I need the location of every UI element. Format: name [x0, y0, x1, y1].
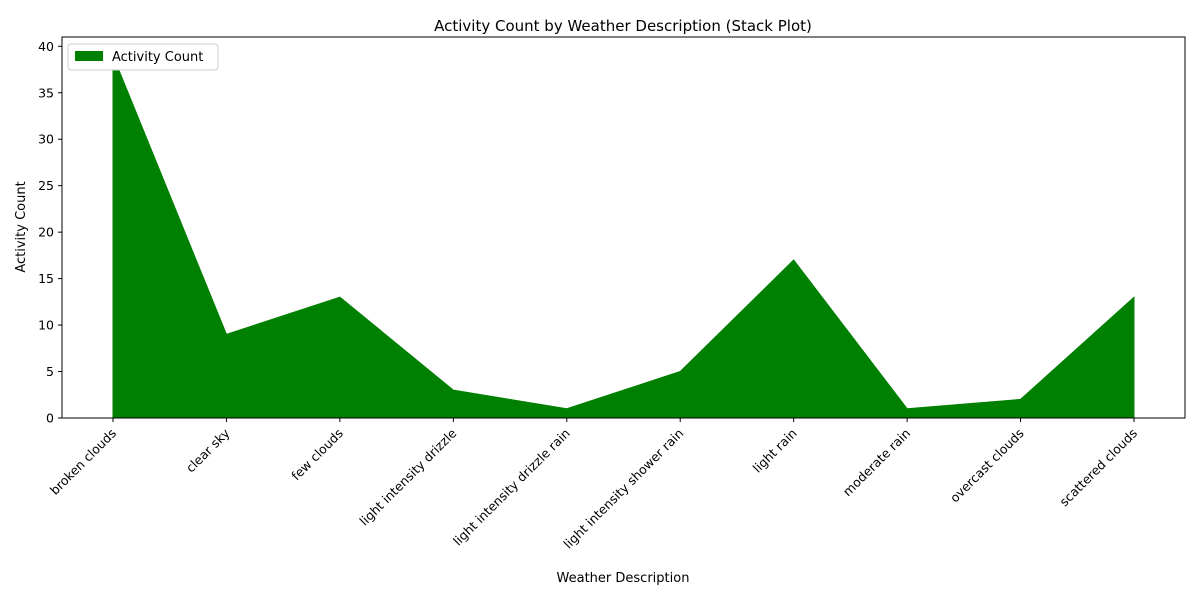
- y-tick-label: 35: [38, 85, 54, 100]
- y-tick-label: 40: [38, 39, 54, 54]
- area-layer: [112, 55, 1135, 419]
- legend-swatch: [75, 51, 103, 61]
- y-axis-ticks: 0 5 10 15 20 25 30 35 40: [38, 39, 62, 426]
- y-tick-label: 25: [38, 178, 54, 193]
- legend: Activity Count: [67, 43, 219, 71]
- legend-label: Activity Count: [112, 50, 203, 65]
- y-axis-label: Activity Count: [14, 181, 29, 272]
- x-axis-label: Weather Description: [557, 571, 690, 586]
- y-tick-label: 5: [46, 364, 54, 379]
- y-tick-label: 15: [38, 271, 54, 286]
- axes-frame: [61, 36, 1186, 419]
- y-tick-label: 30: [38, 132, 54, 147]
- chart-title: Activity Count by Weather Description (S…: [434, 17, 812, 35]
- area-series-0: [112, 55, 1135, 419]
- y-tick-label: 0: [46, 411, 54, 426]
- y-tick-label: 10: [38, 318, 54, 333]
- axes-layer: [61, 36, 1186, 419]
- y-tick-label: 20: [38, 225, 54, 240]
- legend-frame: [67, 43, 219, 71]
